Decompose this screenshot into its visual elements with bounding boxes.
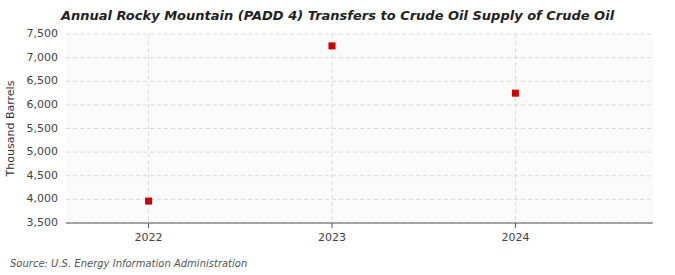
y-grid-line xyxy=(66,34,653,35)
x-tick-mark xyxy=(515,223,516,228)
y-tick-label: 4,500 xyxy=(27,169,59,182)
x-tick-label: 2024 xyxy=(501,231,529,244)
chart-title: Annual Rocky Mountain (PADD 4) Transfers… xyxy=(60,8,615,23)
y-tick-label: 6,000 xyxy=(27,98,59,111)
y-grid-line xyxy=(66,175,653,176)
x-axis-line xyxy=(66,223,653,224)
y-grid-line xyxy=(66,152,653,153)
grid xyxy=(66,34,653,223)
x-grid-line xyxy=(331,34,332,223)
x-tick-label: 2022 xyxy=(135,231,163,244)
y-grid-line xyxy=(66,104,653,105)
y-tick-label: 3,500 xyxy=(27,216,59,229)
y-tick-label: 5,500 xyxy=(27,122,59,135)
x-grid-line xyxy=(148,34,149,223)
point xyxy=(512,90,519,97)
y-grid-line xyxy=(66,81,653,82)
chart-container: 3,500 4,000 4,500 5,000 5,500 6,000 6,500 7,000… xyxy=(0,0,675,275)
y-tick-label: 7,000 xyxy=(27,51,59,64)
axes: 3,500 4,000 4,500 5,000 5,500 6,000 6,500 7,000… xyxy=(27,27,654,244)
y-tick-label: 7,500 xyxy=(27,27,59,40)
y-axis-label: Thousand Barrels xyxy=(4,80,17,177)
x-grid-line xyxy=(515,34,516,223)
y-tick-label: 4,000 xyxy=(27,192,59,205)
y-tick-label: 6,500 xyxy=(27,74,59,87)
points xyxy=(145,42,519,204)
y-grid-line xyxy=(66,128,653,129)
point xyxy=(145,198,152,205)
x-tick-label: 2023 xyxy=(318,231,346,244)
y-grid-line xyxy=(66,199,653,200)
chart-svg: 3,500 4,000 4,500 5,000 5,500 6,000 6,500 7,000… xyxy=(0,0,675,275)
point xyxy=(328,42,335,49)
y-grid-line xyxy=(66,223,653,224)
plot-background xyxy=(66,34,653,223)
y-tick-label: 5,000 xyxy=(27,145,59,158)
source-note: Source: U.S. Energy Information Administ… xyxy=(10,258,247,269)
x-tick-mark xyxy=(148,223,149,228)
y-grid-line xyxy=(66,57,653,58)
x-tick-mark xyxy=(331,223,332,228)
